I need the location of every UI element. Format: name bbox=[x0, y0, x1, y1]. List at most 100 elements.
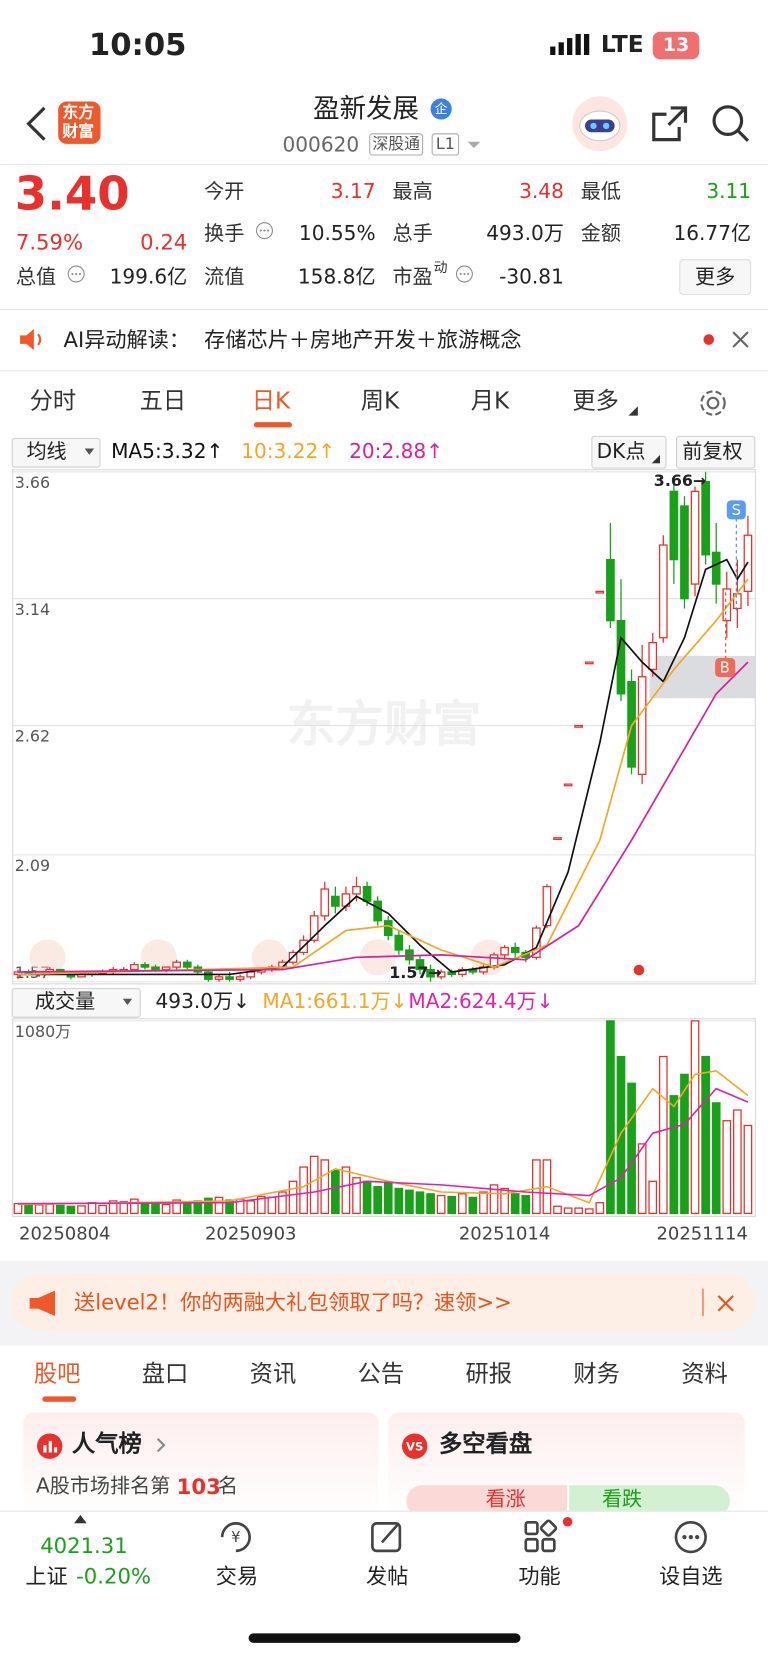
indicator-select[interactable] bbox=[11, 988, 141, 1018]
dropdown-icon[interactable] bbox=[467, 141, 482, 149]
section-tab[interactable]: 资料 bbox=[681, 1361, 728, 1388]
bear-label[interactable]: 看跌 bbox=[601, 1487, 643, 1511]
info-icon[interactable] bbox=[67, 264, 86, 283]
candle-body bbox=[204, 971, 213, 980]
card-title[interactable]: 人气榜 bbox=[71, 1431, 142, 1458]
volume-bar bbox=[510, 1193, 520, 1215]
section-tab[interactable]: 盘口 bbox=[141, 1361, 189, 1388]
volume-bar bbox=[553, 1205, 562, 1215]
promo-text[interactable]: 送level2！你的两融大礼包领取了吗？速领>> bbox=[74, 1289, 512, 1315]
indicator-label[interactable]: 均线 bbox=[26, 440, 67, 464]
x-tick-label: 20251014 bbox=[459, 1224, 550, 1245]
candle-body bbox=[415, 959, 425, 971]
info-icon[interactable] bbox=[255, 221, 274, 240]
candle-body bbox=[457, 968, 467, 976]
watchlist-icon[interactable] bbox=[673, 1519, 709, 1555]
volume-bar bbox=[172, 1199, 182, 1215]
candle-body bbox=[553, 837, 562, 841]
volume-bar bbox=[299, 1166, 308, 1215]
search-button[interactable] bbox=[711, 104, 751, 144]
volume-bar bbox=[140, 1202, 150, 1215]
rank-value: 103 bbox=[176, 1473, 221, 1500]
info-icon[interactable] bbox=[455, 264, 474, 283]
nav-label[interactable]: 设自选 bbox=[659, 1563, 723, 1589]
volume-bar bbox=[690, 1020, 700, 1215]
divider bbox=[0, 308, 768, 310]
period-tab[interactable]: 周K bbox=[360, 388, 400, 415]
period-tab[interactable]: 五日 bbox=[139, 388, 187, 415]
x-tick-label: 20250804 bbox=[19, 1224, 110, 1245]
bull-label[interactable]: 看涨 bbox=[485, 1487, 526, 1511]
assistant-avatar[interactable] bbox=[571, 95, 628, 152]
close-button[interactable] bbox=[731, 330, 750, 349]
candle-body bbox=[542, 885, 552, 927]
nav-circle[interactable] bbox=[29, 939, 66, 976]
x-tick-label: 20250903 bbox=[205, 1224, 296, 1245]
svg-text:¥: ¥ bbox=[231, 1529, 240, 1546]
section-tab-active[interactable]: 股吧 bbox=[33, 1361, 81, 1388]
buy-marker[interactable] bbox=[715, 658, 736, 678]
settings-button[interactable] bbox=[697, 387, 729, 419]
indicator-select[interactable] bbox=[11, 437, 101, 468]
volume-bar bbox=[362, 1180, 372, 1215]
function-icon[interactable] bbox=[523, 1519, 559, 1555]
candle-body bbox=[711, 551, 721, 585]
close-button[interactable] bbox=[717, 1295, 734, 1312]
period-tab[interactable]: 更多 bbox=[572, 388, 619, 415]
field-label: 最高 bbox=[392, 179, 433, 204]
watermark: 东方财富 bbox=[287, 697, 482, 753]
ma-line bbox=[17, 558, 749, 976]
period-tab[interactable]: 月K bbox=[470, 388, 510, 415]
field-value: 493.0万 bbox=[486, 222, 564, 246]
sell-marker[interactable] bbox=[726, 500, 746, 520]
volume-bar bbox=[309, 1155, 319, 1215]
popularity-card[interactable] bbox=[23, 1412, 379, 1519]
nav-circle[interactable] bbox=[140, 939, 177, 976]
adjust-label[interactable]: 前复权 bbox=[682, 440, 743, 464]
section-tab[interactable]: 研报 bbox=[465, 1361, 513, 1388]
post-icon[interactable] bbox=[369, 1519, 405, 1555]
section-tab[interactable]: 公告 bbox=[357, 1361, 405, 1388]
field-label: 换手 bbox=[204, 222, 245, 246]
index-value[interactable]: 4021.31 bbox=[40, 1532, 128, 1559]
card-title[interactable]: 多空看盘 bbox=[439, 1431, 533, 1458]
up-arrow bbox=[74, 1514, 87, 1524]
ma-legend: MA5:3.32↑ bbox=[111, 440, 224, 464]
nav-label[interactable]: 交易 bbox=[215, 1563, 259, 1589]
trade-icon[interactable]: ¥ bbox=[216, 1519, 256, 1555]
volume-bar bbox=[246, 1200, 256, 1215]
network: LTE bbox=[600, 31, 644, 59]
nav-label[interactable]: 发帖 bbox=[366, 1563, 409, 1589]
adjust-button[interactable] bbox=[675, 435, 756, 469]
nav-label[interactable]: 功能 bbox=[518, 1563, 561, 1589]
promo-pill[interactable] bbox=[10, 1273, 756, 1331]
rank-prefix: A股市场排名第 bbox=[35, 1474, 171, 1498]
volume-bar bbox=[426, 1193, 435, 1215]
share-button[interactable] bbox=[650, 104, 690, 144]
dk-label[interactable]: DK点 bbox=[596, 440, 646, 464]
candle-body bbox=[140, 964, 150, 968]
price: 3.40 bbox=[14, 167, 130, 222]
clock: 10:05 bbox=[88, 26, 187, 63]
x-tick-label: 20251114 bbox=[656, 1224, 747, 1245]
index-change[interactable]: -0.20% bbox=[76, 1563, 152, 1589]
back-button[interactable] bbox=[23, 106, 48, 142]
candle-body bbox=[658, 544, 668, 639]
indicator-label[interactable]: 成交量 bbox=[34, 990, 96, 1014]
period-tab-active[interactable]: 日K bbox=[251, 388, 291, 415]
section-tab[interactable]: 资讯 bbox=[249, 1361, 297, 1388]
field-value: 158.8亿 bbox=[297, 265, 376, 289]
ai-title: AI异动解读： bbox=[63, 326, 190, 353]
more-button[interactable]: 更多 bbox=[679, 259, 752, 296]
index-name[interactable]: 上证 bbox=[25, 1563, 68, 1589]
volume-bar bbox=[606, 1020, 615, 1215]
signal-icon bbox=[550, 33, 590, 56]
candle-body bbox=[563, 783, 573, 787]
volume-bar bbox=[151, 1202, 160, 1215]
ai-text[interactable]: 存储芯片＋房地产开发＋旅游概念 bbox=[204, 326, 522, 353]
volume-bar bbox=[680, 1073, 689, 1215]
period-tab[interactable]: 分时 bbox=[29, 388, 77, 415]
ma-legend: MA1:661.1万↓ bbox=[262, 990, 408, 1014]
volume-bar bbox=[119, 1201, 129, 1215]
section-tab[interactable]: 财务 bbox=[573, 1361, 620, 1388]
